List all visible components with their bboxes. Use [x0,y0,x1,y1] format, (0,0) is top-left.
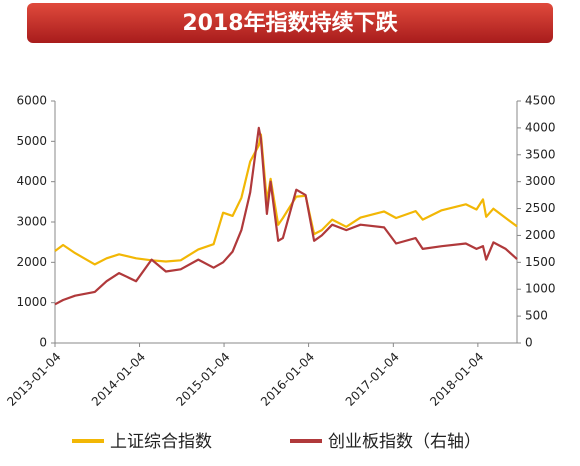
y-tick-label: 0 [39,336,47,350]
x-tick-label: 2015-01-04 [173,350,232,409]
y-tick-label: 3000 [16,215,47,229]
y-tick-label: 1000 [16,295,47,309]
legend-label: 创业板指数（右轴） [328,432,481,452]
y2-tick-label: 1500 [525,255,556,269]
y2-tick-label: 2500 [525,201,556,215]
y2-tick-label: 500 [525,309,548,323]
series-line [54,133,518,266]
y2-tick-label: 1000 [525,282,556,296]
x-tick-label: 2014-01-04 [89,350,148,409]
y2-tick-label: 3000 [525,174,556,188]
y2-tick-label: 3500 [525,147,556,161]
legend-label: 上证综合指数 [110,432,212,452]
chart-title: 2018年指数持续下跌 [182,10,398,36]
title-banner [27,3,553,43]
y-tick-label: 6000 [16,94,47,108]
y2-tick-label: 4000 [525,120,556,134]
y-tick-label: 2000 [16,255,47,269]
y2-tick-label: 0 [525,336,533,350]
x-tick-label: 2016-01-04 [258,350,317,409]
y2-tick-label: 4500 [525,94,556,108]
y-tick-label: 5000 [16,134,47,148]
series-line [54,126,518,306]
x-tick-label: 2013-01-04 [4,350,63,409]
y2-tick-label: 2000 [525,228,556,242]
x-tick-label: 2018-01-04 [427,350,486,409]
y-tick-label: 4000 [16,174,47,188]
x-tick-label: 2017-01-04 [343,350,402,409]
